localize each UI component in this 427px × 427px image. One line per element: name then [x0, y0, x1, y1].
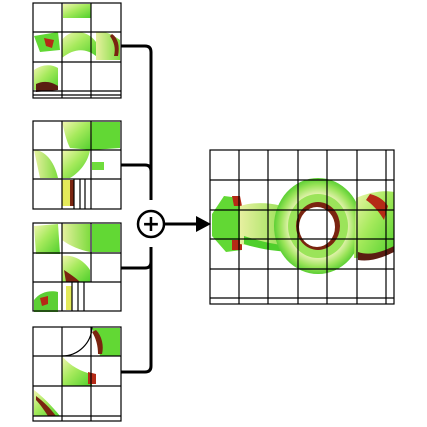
connector-line-1	[121, 44, 153, 200]
tile-grid	[32, 222, 122, 312]
output-arrow-head	[196, 216, 211, 232]
connector-line-4	[121, 247, 153, 374]
surface-fragments	[34, 328, 120, 416]
plus-operator: +	[136, 209, 166, 239]
output-grid	[209, 149, 395, 305]
surface-fragments	[34, 122, 120, 206]
input-tile-set-4	[32, 326, 122, 422]
surface-fragments	[34, 224, 120, 312]
tile-grid	[32, 326, 122, 422]
plus-operator-symbol: +	[142, 212, 160, 237]
connector-line-2	[121, 163, 153, 172]
surface-fragments	[34, 4, 120, 92]
input-tile-set-2	[32, 120, 122, 210]
tile-grid	[32, 2, 122, 99]
input-tile-set-3	[32, 222, 122, 312]
input-tile-set-1	[32, 2, 122, 99]
output-combined-grid	[209, 149, 395, 305]
connectors	[121, 44, 200, 374]
tile-grid	[32, 120, 122, 210]
connector-line-3	[121, 261, 153, 270]
